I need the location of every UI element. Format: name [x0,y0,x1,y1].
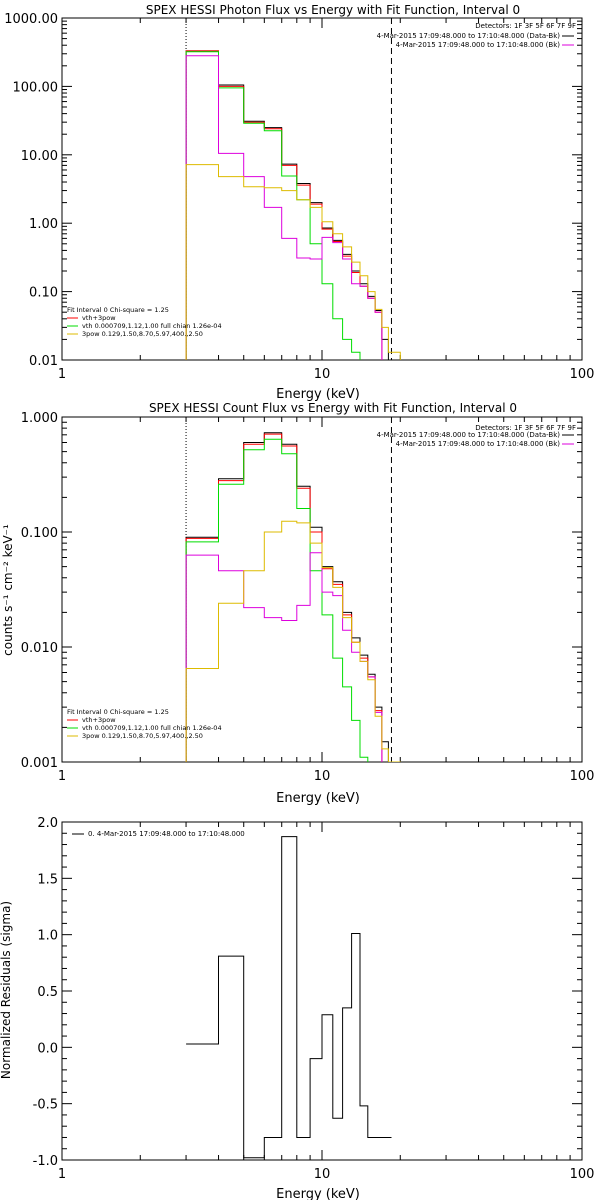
residuals-y-tick-label: 1.0 [37,929,58,944]
residuals-y-tick-label: 1.5 [37,872,58,887]
residuals-series-0-line [186,836,392,1159]
photon-flux-y-tick-label: 100.00 [13,80,59,95]
count-flux-xlabel: Energy (keV) [276,791,360,806]
count-flux-fit-legend-label: vth 0.000709,1.12,1.00 full chian 1.26e-… [82,724,222,732]
photon-flux-legend-label: 4-Mar-2015 17:09:48.000 to 17:10:48.000 … [396,41,561,49]
photon-flux-series-4-line [185,164,401,360]
residuals-x-tick-label: 100 [570,1167,595,1182]
count-flux-y-tick-label: 0.010 [21,641,58,656]
residuals-y-tick-label: -1.0 [33,1154,58,1169]
photon-flux-fit-legend-label: vth+3pow [82,314,116,322]
residuals-panel: Energy (keV) Normalized Residuals (sigma… [0,816,594,1200]
photon-flux-title: SPEX HESSI Photon Flux vs Energy with Fi… [146,3,520,17]
photon-flux-detectors: Detectors: 1F 3F 5F 6F 7F 9F [475,22,576,30]
photon-flux-y-tick-label: 0.10 [29,286,58,301]
count-flux-fit-legend-label: vth+3pow [82,716,116,724]
photon-flux-x-tick-label: 10 [314,367,331,382]
count-flux-legend-label: 4-Mar-2015 17:09:48.000 to 17:10:48.000 … [377,431,561,439]
count-flux-series-3-line [185,552,383,762]
count-flux-panel: SPEX HESSI Count Flux vs Energy with Fit… [1,401,595,806]
count-flux-series-2-line [185,438,369,762]
photon-flux-fit-legend-label: 3pow 0.129,1.50,8.70,5.97,400.,2.50 [82,330,203,338]
count-flux-fit-legend-label: Fit Interval 0 Chi-square = 1.25 [67,708,169,716]
photon-flux-x-tick-label: 100 [570,367,595,382]
count-flux-series-4-line [185,520,401,762]
residuals-x-tick-label: 1 [58,1167,66,1182]
count-flux-x-tick-label: 1 [58,769,66,784]
residuals-y-tick-label: -0.5 [33,1098,58,1113]
residuals-xlabel: Energy (keV) [276,1187,360,1200]
residuals-legend-label: 0. 4-Mar-2015 17:09:48.000 to 17:10:48.0… [88,830,245,838]
count-flux-x-tick-label: 100 [570,769,595,784]
residuals-y-tick-label: 0.0 [37,1041,58,1056]
photon-flux-panel: SPEX HESSI Photon Flux vs Energy with Fi… [4,3,595,402]
count-flux-legend-label: 4-Mar-2015 17:09:48.000 to 17:10:48.000 … [396,440,561,448]
count-flux-title: SPEX HESSI Count Flux vs Energy with Fit… [149,401,517,415]
residuals-ylabel: Normalized Residuals (sigma) [0,901,13,1079]
count-flux-fit-legend-label: 3pow 0.129,1.50,8.70,5.97,400.,2.50 [82,732,203,740]
residuals-y-tick-label: 2.0 [37,816,58,831]
photon-flux-y-tick-label: 10.00 [21,149,58,164]
photon-flux-y-tick-label: 1000.00 [4,12,58,27]
count-flux-y-tick-label: 0.100 [21,526,58,541]
count-flux-y-tick-label: 0.001 [21,756,58,771]
count-flux-x-tick-label: 10 [314,769,331,784]
photon-flux-xlabel: Energy (keV) [276,387,360,402]
photon-flux-x-tick-label: 1 [58,367,66,382]
photon-flux-y-tick-label: 0.01 [29,354,58,369]
residuals-y-tick-label: 0.5 [37,985,58,1000]
count-flux-y-tick-label: 1.000 [21,411,58,426]
count-flux-detectors: Detectors: 1F 3F 5F 6F 7F 9F [475,424,576,432]
photon-flux-y-tick-label: 1.00 [29,217,58,232]
photon-flux-series-3-line [185,55,383,360]
photon-flux-fit-legend-label: vth 0.000709,1.12,1.00 full chian 1.26e-… [82,322,222,330]
count-flux-ylabel: counts s⁻¹ cm⁻² keV⁻¹ [1,524,15,656]
residuals-x-tick-label: 10 [314,1167,331,1182]
photon-flux-legend-label: 4-Mar-2015 17:09:48.000 to 17:10:48.000 … [377,32,561,40]
photon-flux-fit-legend-label: Fit Interval 0 Chi-square = 1.25 [67,306,169,314]
